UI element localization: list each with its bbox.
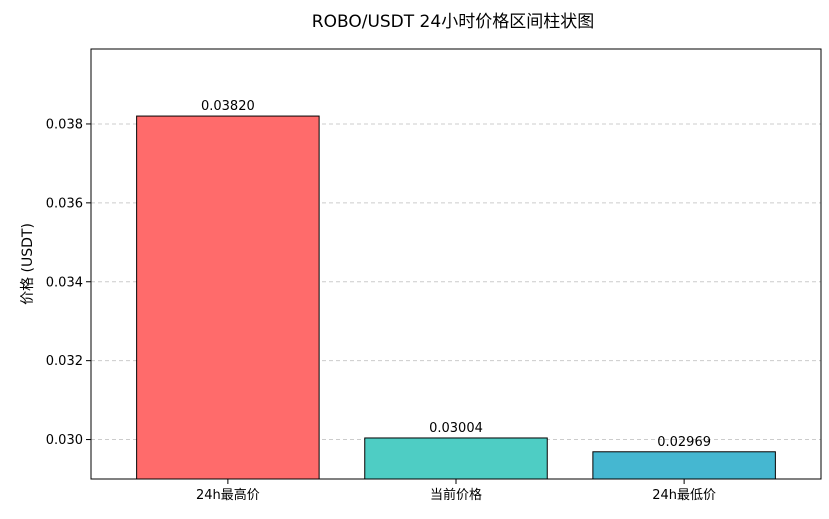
bar-value-label: 0.02969	[657, 435, 711, 450]
x-tick-label: 24h最高价	[196, 487, 260, 503]
chart-title: ROBO/USDT 24小时价格区间柱状图	[312, 12, 594, 32]
y-tick-label: 0.036	[46, 196, 83, 211]
bar-value-label: 0.03820	[201, 99, 255, 114]
x-tick-label: 当前价格	[430, 487, 482, 503]
bars	[136, 115, 776, 480]
y-axis-label: 价格 (USDT)	[20, 223, 36, 305]
y-tick-label: 0.030	[46, 433, 83, 448]
axis-ticks: 0.030 0.032 0.034 0.036 0.038 24h最高价 当前价格 24h最低…	[46, 117, 716, 503]
x-tick-label: 24h最低价	[652, 488, 716, 503]
bar	[592, 451, 776, 480]
bar	[136, 115, 320, 480]
bar	[364, 437, 548, 480]
bar-value-label: 0.03004	[429, 421, 483, 436]
data-labels: 0.03820 0.03004 0.02969	[201, 99, 711, 450]
y-tick-label: 0.032	[46, 354, 83, 369]
y-tick-label: 0.038	[46, 117, 83, 132]
y-tick-label: 0.034	[46, 275, 83, 290]
